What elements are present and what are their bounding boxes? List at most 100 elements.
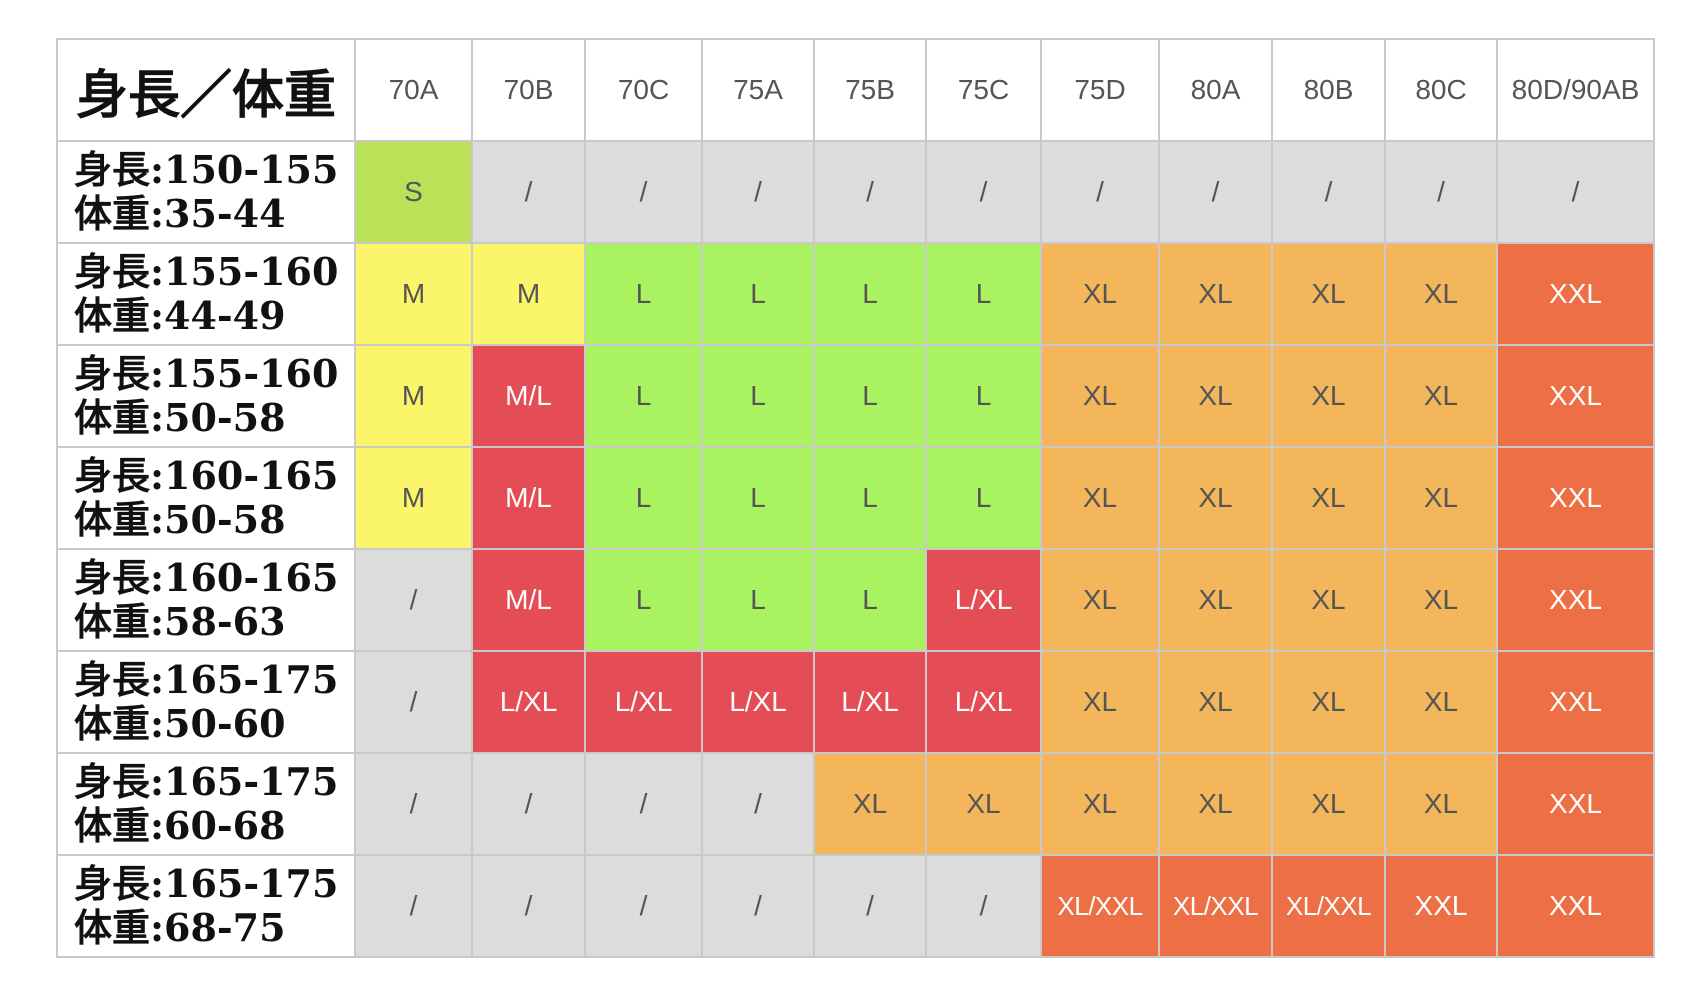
- row-header: 身長:165-175 体重:50-60: [56, 650, 356, 754]
- size-cell: /: [701, 854, 815, 958]
- height-range-label: 身長:165-175: [74, 759, 339, 804]
- column-header: 70A: [354, 38, 473, 142]
- size-cell: XL: [1158, 344, 1273, 448]
- size-cell: L: [584, 548, 703, 652]
- size-cell: XL/XXL: [1040, 854, 1160, 958]
- height-range-label: 身長:150-155: [74, 147, 339, 192]
- size-cell: /: [584, 854, 703, 958]
- size-cell: /: [584, 752, 703, 856]
- size-cell: XL/XXL: [1271, 854, 1386, 958]
- size-cell: L: [813, 548, 927, 652]
- size-cell: /: [925, 140, 1042, 244]
- size-cell: L/XL: [813, 650, 927, 754]
- size-cell: /: [471, 140, 586, 244]
- column-header: 75A: [701, 38, 815, 142]
- column-header: 75D: [1040, 38, 1160, 142]
- size-cell: L: [701, 446, 815, 550]
- size-cell: M/L: [471, 446, 586, 550]
- size-row: 身長:165-175 体重:50-60/L/XL L/XL L/XL L/XL L/XL X…: [56, 650, 1655, 754]
- height-range-label: 身長:160-165: [74, 453, 339, 498]
- height-range-label: 身長:160-165: [74, 555, 339, 600]
- size-cell: /: [354, 854, 473, 958]
- weight-range-label: 体重:50-58: [74, 497, 286, 542]
- size-cell: XL: [1384, 344, 1498, 448]
- size-cell: /: [471, 854, 586, 958]
- size-cell: XL: [1271, 752, 1386, 856]
- size-cell: XL: [1384, 446, 1498, 550]
- size-cell: XL: [1040, 650, 1160, 754]
- size-cell: L: [584, 446, 703, 550]
- weight-range-label: 体重:50-58: [74, 395, 286, 440]
- row-header: 身長:160-165 体重:50-58: [56, 446, 356, 550]
- row-header: 身長:155-160 体重:44-49: [56, 242, 356, 346]
- size-cell: XL: [1158, 650, 1273, 754]
- height-range-label: 身長:165-175: [74, 861, 339, 906]
- size-cell: XL: [925, 752, 1042, 856]
- column-header: 80A: [1158, 38, 1273, 142]
- size-cell: XL: [1158, 752, 1273, 856]
- size-cell: M: [354, 344, 473, 448]
- column-header: 80B: [1271, 38, 1386, 142]
- size-cell: M: [471, 242, 586, 346]
- size-cell: XL: [1158, 242, 1273, 346]
- size-cell: L/XL: [925, 548, 1042, 652]
- size-cell: L: [813, 242, 927, 346]
- size-row: 身長:165-175 体重:60-68// / / XL XL XL XL XL XL XXL: [56, 752, 1655, 856]
- size-cell: XL: [1271, 446, 1386, 550]
- size-cell: XXL: [1496, 446, 1655, 550]
- size-cell: M/L: [471, 344, 586, 448]
- size-cell: S: [354, 140, 473, 244]
- size-cell: XXL: [1496, 242, 1655, 346]
- size-cell: /: [813, 140, 927, 244]
- corner-header: 身長／体重: [56, 38, 356, 142]
- row-header: 身長:160-165 体重:58-63: [56, 548, 356, 652]
- column-header: 75C: [925, 38, 1042, 142]
- size-cell: /: [925, 854, 1042, 958]
- size-cell: XXL: [1384, 854, 1498, 958]
- size-cell: /: [701, 752, 815, 856]
- weight-range-label: 体重:68-75: [74, 905, 286, 950]
- size-chart-table: 身長／体重 70A 70B 70C 75A 75B 75C 75D 80A 80B 80C 80D/…: [56, 38, 1655, 958]
- size-cell: XL: [1384, 752, 1498, 856]
- height-range-label: 身長:165-175: [74, 657, 339, 702]
- size-cell: /: [701, 140, 815, 244]
- size-row: 身長:160-165 体重:50-58 M M/L L L L L XL XL XL XL XXL: [56, 446, 1655, 550]
- size-cell: XXL: [1496, 854, 1655, 958]
- size-cell: /: [354, 650, 473, 754]
- size-cell: XXL: [1496, 548, 1655, 652]
- size-cell: XL: [1158, 446, 1273, 550]
- weight-range-label: 体重:60-68: [74, 803, 286, 848]
- size-cell: /: [1271, 140, 1386, 244]
- size-cell: L: [701, 242, 815, 346]
- size-cell: XXL: [1496, 344, 1655, 448]
- column-header: 80C: [1384, 38, 1498, 142]
- size-cell: XL/XXL: [1158, 854, 1273, 958]
- size-cell: /: [1384, 140, 1498, 244]
- size-cell: M: [354, 242, 473, 346]
- size-cell: L/XL: [925, 650, 1042, 754]
- row-header: 身長:155-160 体重:50-58: [56, 344, 356, 448]
- column-header: 75B: [813, 38, 927, 142]
- size-cell: XL: [813, 752, 927, 856]
- size-cell: L: [584, 344, 703, 448]
- size-cell: /: [471, 752, 586, 856]
- row-header: 身長:150-155 体重:35-44: [56, 140, 356, 244]
- size-cell: /: [354, 752, 473, 856]
- header-row: 身長／体重 70A 70B 70C 75A 75B 75C 75D 80A 80B 80C 80D/…: [56, 38, 1655, 142]
- size-cell: /: [354, 548, 473, 652]
- size-cell: XL: [1271, 344, 1386, 448]
- size-cell: L: [925, 242, 1042, 346]
- size-row: 身長:165-175 体重:68-75// / / / / XL/XXL XL/XXL XL/X…: [56, 854, 1655, 958]
- size-cell: M: [354, 446, 473, 550]
- size-cell: XL: [1271, 548, 1386, 652]
- height-range-label: 身長:155-160: [74, 249, 339, 294]
- size-cell: L/XL: [471, 650, 586, 754]
- size-cell: /: [813, 854, 927, 958]
- size-cell: XL: [1040, 344, 1160, 448]
- column-header: 80D/90AB: [1496, 38, 1655, 142]
- size-cell: /: [1158, 140, 1273, 244]
- size-cell: XL: [1158, 548, 1273, 652]
- size-cell: XL: [1384, 242, 1498, 346]
- size-cell: XL: [1040, 752, 1160, 856]
- size-cell: L: [813, 446, 927, 550]
